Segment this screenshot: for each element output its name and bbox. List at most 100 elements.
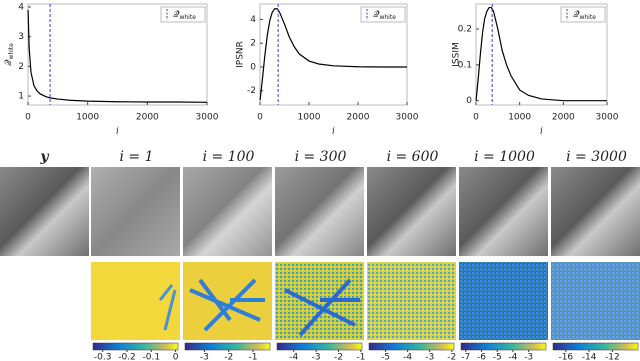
heatmap-detail <box>158 284 177 331</box>
y-tick-label: -2 <box>247 86 256 96</box>
image <box>183 167 272 256</box>
heatmap <box>367 262 456 340</box>
legend-label-sub: white <box>179 14 196 21</box>
x-tick-label: 1000 <box>298 113 321 123</box>
legend-label-symbol: 𝒬̄ <box>373 10 380 20</box>
y-tick-label: 2 <box>250 39 256 49</box>
legend-label: 𝒬̄white <box>573 10 596 21</box>
column-label: i = 300 <box>295 149 347 165</box>
column-label: i = 3000 <box>566 149 627 165</box>
colorbar-tick-label: -3 <box>200 353 209 361</box>
x-tick-label: 3000 <box>196 113 219 123</box>
colorbar-tick-label: -0.3 <box>94 353 112 361</box>
x-tick-label: 0 <box>473 113 479 123</box>
x-tick-label: 2000 <box>347 113 370 123</box>
colorbar-tick-label: -4 <box>403 353 412 361</box>
heatmap <box>551 262 640 340</box>
legend <box>160 6 206 23</box>
colorbar-tick-label: -4 <box>289 353 298 361</box>
y-axis-label-symbol: 𝒬 <box>4 59 14 66</box>
colorbar-tick-label: -3 <box>524 353 533 361</box>
column-label: y <box>39 149 49 165</box>
x-tick-label: 0 <box>257 113 263 123</box>
y-axis-label: ISSIM <box>452 42 462 67</box>
legend-label-symbol: 𝒬̄ <box>573 10 580 20</box>
y-tick-label: 0 <box>466 96 472 106</box>
y-tick-label: 0.1 <box>458 60 472 70</box>
plot-area <box>475 3 608 106</box>
colorbar-tick-label: -2 <box>334 353 343 361</box>
colorbar-tick-label: -3 <box>312 353 321 361</box>
x-tick-label: 0 <box>25 113 31 123</box>
line-series <box>259 8 407 101</box>
colorbar <box>184 342 271 351</box>
colorbar <box>92 342 179 351</box>
image <box>367 167 456 256</box>
legend-label-sub: white <box>379 14 396 21</box>
legend-label: 𝒬̄white <box>173 10 196 21</box>
heatmap-detail <box>284 278 360 337</box>
colorbar-tick-label: -5 <box>381 353 390 361</box>
colorbar-tick-label: -2 <box>224 353 233 361</box>
colorbar-tick-label: -1 <box>249 353 258 361</box>
y-tick-label: 0.2 <box>458 25 472 35</box>
y-tick-label: 3 <box>18 32 24 42</box>
image <box>0 167 89 256</box>
legend <box>560 6 606 23</box>
image-grid <box>0 167 640 340</box>
colorbar-tick-label: -5 <box>493 353 502 361</box>
legend-label-symbol: 𝒬̄ <box>173 10 180 20</box>
x-tick-label: 1000 <box>508 113 531 123</box>
y-axis-label: IPSNR <box>236 41 246 68</box>
colorbar-tick-label: -3 <box>425 353 434 361</box>
x-tick-label: 1000 <box>76 113 99 123</box>
column-label: i = 100 <box>203 149 255 165</box>
colorbar-tick-label: -14 <box>582 353 597 361</box>
colorbar-tick-label: 0 <box>173 353 179 361</box>
x-tick-label: 3000 <box>396 113 419 123</box>
y-axis-label: 𝒬white <box>4 43 15 66</box>
image <box>551 167 640 256</box>
y-axis-label-sub: white <box>8 43 15 60</box>
image <box>91 167 180 256</box>
legend <box>360 6 406 23</box>
colorbar-tick-label: -12 <box>605 353 620 361</box>
legend-label: 𝒬̄white <box>373 10 396 21</box>
colorbar-tick-label: -0.1 <box>143 353 161 361</box>
heatmap <box>459 262 548 340</box>
x-axis-label: i <box>116 127 119 137</box>
image <box>459 167 548 256</box>
y-tick-label: 0 <box>250 62 256 72</box>
heatmap-detail <box>189 278 265 332</box>
colorbar-tick-label: -4 <box>508 353 517 361</box>
column-label: i = 600 <box>387 149 439 165</box>
colorbar <box>368 342 455 351</box>
line-series <box>475 6 607 102</box>
plot-area <box>27 3 208 106</box>
colorbar <box>552 342 639 351</box>
y-tick-label: 4 <box>18 2 24 12</box>
x-tick-label: 3000 <box>596 113 619 123</box>
x-tick-label: 2000 <box>136 113 159 123</box>
x-axis-label: i <box>540 127 543 137</box>
y-tick-label: 2 <box>18 62 24 72</box>
colorbar-tick-label: -1 <box>356 353 365 361</box>
column-label: i = 1000 <box>474 149 535 165</box>
colorbar-tick-label: -2 <box>447 353 456 361</box>
line-series <box>27 9 208 103</box>
x-axis-label: i <box>332 127 335 137</box>
colorbar-tick-label: -0.2 <box>118 353 136 361</box>
colorbar <box>460 342 547 351</box>
colorbar-tick-label: -7 <box>461 353 470 361</box>
y-tick-label: 1 <box>18 92 24 102</box>
x-tick-label: 2000 <box>552 113 575 123</box>
column-label: i = 1 <box>119 149 153 165</box>
colorbar-tick-label: -6 <box>477 353 486 361</box>
colorbar-tick-label: -16 <box>558 353 573 361</box>
y-tick-label: 4 <box>250 15 256 25</box>
colorbar <box>276 342 363 351</box>
legend-label-sub: white <box>579 14 596 21</box>
image <box>275 167 364 256</box>
plot-area <box>259 3 408 106</box>
